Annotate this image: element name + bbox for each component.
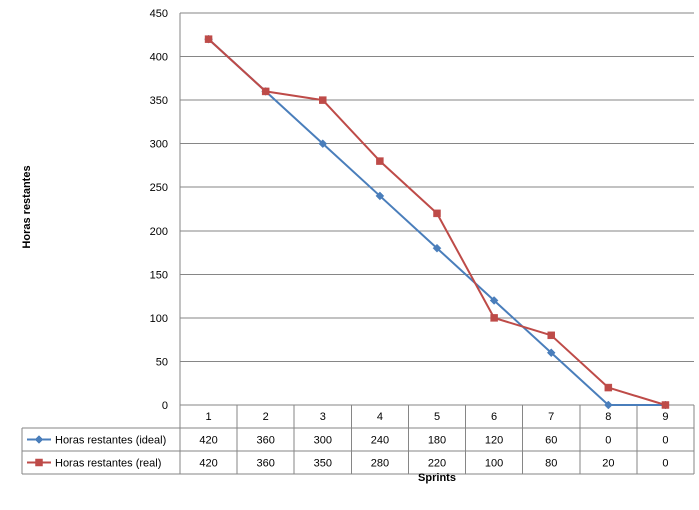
y-tick-label: 250: [150, 182, 168, 194]
table-value: 300: [314, 435, 332, 447]
data-point-1: [375, 191, 385, 201]
data-point-2: [661, 401, 670, 409]
legend-label-2: Horas restantes (real): [55, 458, 161, 470]
x-tick-label: 8: [605, 411, 611, 423]
x-tick-label: 2: [263, 411, 269, 423]
table-value: 20: [602, 458, 614, 470]
x-tick-label: 3: [320, 411, 326, 423]
data-point-2: [433, 209, 441, 218]
table-value: 240: [371, 435, 389, 447]
gridlines: [179, 12, 694, 405]
x-tick-label: 9: [662, 411, 668, 423]
table-value: 80: [545, 458, 557, 470]
data-point-1: [546, 348, 556, 358]
data-point-2: [490, 314, 498, 322]
series-line-2: [207, 38, 666, 406]
table-value: 0: [605, 435, 611, 447]
table-value: 0: [662, 435, 668, 447]
table-value: 360: [256, 435, 274, 447]
table-value: 100: [485, 458, 503, 470]
data-point-1: [318, 139, 328, 149]
table-value: 220: [428, 458, 446, 470]
y-tick-label: 450: [150, 8, 168, 20]
series-layer: [204, 34, 670, 410]
x-tick-label: 4: [377, 411, 383, 423]
data-point-2: [376, 157, 384, 165]
y-tick-label: 350: [150, 95, 168, 107]
table-value: 280: [371, 458, 389, 470]
data-point-1: [603, 400, 613, 410]
data-point-1: [489, 296, 499, 305]
x-tick-label: 1: [205, 411, 211, 423]
data-point-2: [604, 383, 613, 392]
data-point-2: [319, 96, 327, 104]
data-table: 1 2 3 4 5 6 7 8 9 Horas restantes (ideal) 420 360 30…: [21, 404, 695, 475]
y-tick-label: 50: [156, 356, 168, 368]
y-tick-label: 150: [150, 269, 168, 281]
x-axis-title: Sprints: [418, 472, 456, 484]
table-value: 180: [428, 435, 446, 447]
data-point-2: [547, 331, 555, 340]
table-value: 360: [256, 458, 274, 470]
y-axis-title: Horas restantes: [21, 165, 33, 248]
y-tick-label: 100: [150, 313, 168, 325]
table-value: 60: [545, 435, 557, 447]
x-tick-label: 6: [491, 411, 497, 423]
table-value: 420: [199, 458, 217, 470]
data-point-2: [261, 87, 270, 96]
table-value: 120: [485, 435, 503, 447]
y-axis-ticks: 0 50 100 150 200 250 300 350 400 450: [150, 8, 168, 412]
data-point-2: [204, 35, 213, 43]
legend-marker-2: [35, 458, 43, 467]
y-tick-label: 400: [150, 52, 168, 64]
y-tick-label: 300: [150, 139, 168, 151]
x-tick-label: 5: [434, 411, 440, 423]
data-point-1: [432, 243, 442, 253]
x-tick-label: 7: [548, 411, 554, 423]
y-tick-label: 0: [162, 400, 168, 412]
legend-label-1: Horas restantes (ideal): [55, 435, 166, 447]
table-value: 350: [314, 458, 332, 470]
table-value: 420: [199, 435, 217, 447]
y-tick-label: 200: [150, 226, 168, 238]
legend-marker-1: [34, 435, 44, 444]
table-value: 0: [662, 458, 668, 470]
